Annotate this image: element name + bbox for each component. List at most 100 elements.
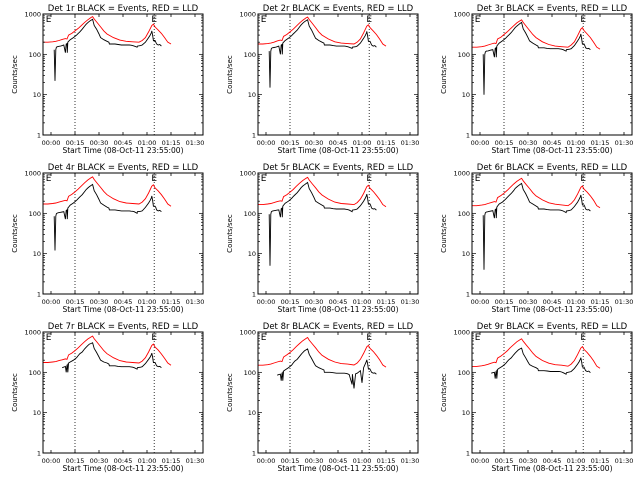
x-tick-label: 01:00 xyxy=(353,139,372,147)
y-axis-label: Counts/sec xyxy=(440,214,448,253)
y-tick-label: 10 xyxy=(248,250,256,258)
x-tick-label: 00:15 xyxy=(66,457,85,465)
y-tick-label: 100 xyxy=(29,210,41,218)
x-tick-label: 00:00 xyxy=(257,139,276,147)
event-marker-1: E xyxy=(475,333,481,343)
x-tick-label: 00:45 xyxy=(543,139,562,147)
x-tick-label: 01:15 xyxy=(162,298,181,306)
event-marker-1: E xyxy=(261,15,267,25)
lld-series-line xyxy=(43,16,172,45)
plot-frame xyxy=(42,331,204,454)
x-axis-label: Start Time (08-Oct-11 23:55:00) xyxy=(62,464,183,473)
y-tick-label: 10 xyxy=(33,91,41,99)
x-axis-label: Start Time (08-Oct-11 23:55:00) xyxy=(277,305,398,314)
x-tick-label: 01:30 xyxy=(186,298,205,306)
chart-title: Det 7r BLACK = Events, RED = LLD xyxy=(48,322,199,332)
x-tick-label: 00:45 xyxy=(329,139,348,147)
y-tick-label: 100 xyxy=(244,210,256,218)
x-tick-label: 00:30 xyxy=(305,139,324,147)
x-axis-label: Start Time (08-Oct-11 23:55:00) xyxy=(491,464,612,473)
chart-panel-det-9: 00:00 00:15 00:30 00:45 01:00 01:15 01:30 1 10 10… xyxy=(440,322,633,473)
y-axis-label: Counts/sec xyxy=(440,55,448,94)
events-series-line xyxy=(482,21,591,95)
y-tick-label: 10 xyxy=(248,91,256,99)
y-tick-label: 1 xyxy=(252,291,256,299)
x-tick-label: 00:45 xyxy=(329,298,348,306)
y-tick-label: 1 xyxy=(252,450,256,458)
x-tick-label: 01:30 xyxy=(615,298,634,306)
x-tick-label: 01:00 xyxy=(567,298,586,306)
chart-title: Det 1r BLACK = Events, RED = LLD xyxy=(48,4,199,14)
x-tick-label: 00:00 xyxy=(42,298,61,306)
lld-series-line xyxy=(258,336,387,368)
chart-title: Det 3r BLACK = Events, RED = LLD xyxy=(477,4,628,14)
y-tick-label: 1 xyxy=(252,132,256,140)
x-axis-label: Start Time (08-Oct-11 23:55:00) xyxy=(277,464,398,473)
y-axis-label: Counts/sec xyxy=(440,373,448,412)
x-tick-label: 01:15 xyxy=(377,457,396,465)
x-tick-label: 01:30 xyxy=(186,139,205,147)
x-tick-label: 01:30 xyxy=(615,139,634,147)
events-series-line xyxy=(268,181,377,266)
x-tick-label: 00:30 xyxy=(90,457,109,465)
chart-panel-det-3: 00:00 00:15 00:30 00:45 01:00 01:15 01:30 1 10 10… xyxy=(440,4,633,155)
plot-frame xyxy=(257,13,419,136)
y-tick-label: 10 xyxy=(33,250,41,258)
lld-series-line xyxy=(258,16,387,47)
plot-frame xyxy=(42,13,204,136)
x-tick-label: 00:30 xyxy=(90,139,109,147)
events-series-line xyxy=(62,342,162,373)
event-marker-2: E xyxy=(151,333,157,343)
chart-panel-det-2: 00:00 00:15 00:30 00:45 01:00 01:15 01:30 1 10 10… xyxy=(226,4,419,155)
y-tick-label: 100 xyxy=(458,51,470,59)
events-series-line xyxy=(277,348,377,389)
x-tick-label: 00:45 xyxy=(114,139,133,147)
lld-series-line xyxy=(258,176,387,208)
x-tick-label: 00:15 xyxy=(495,298,514,306)
event-marker-1: E xyxy=(475,174,481,184)
x-tick-label: 00:00 xyxy=(257,457,276,465)
y-tick-label: 100 xyxy=(458,210,470,218)
x-tick-label: 00:00 xyxy=(257,298,276,306)
x-tick-label: 00:45 xyxy=(114,457,133,465)
y-tick-label: 1 xyxy=(37,132,41,140)
x-tick-label: 01:30 xyxy=(401,139,420,147)
y-tick-label: 100 xyxy=(244,369,256,377)
x-tick-label: 00:30 xyxy=(305,457,324,465)
x-tick-label: 01:15 xyxy=(377,298,396,306)
x-tick-label: 01:30 xyxy=(615,457,634,465)
y-axis-label: Counts/sec xyxy=(226,214,234,253)
y-axis-label: Counts/sec xyxy=(11,55,19,94)
events-series-line xyxy=(491,347,591,379)
x-tick-label: 00:00 xyxy=(471,457,490,465)
chart-panel-det-8: 00:00 00:15 00:30 00:45 01:00 01:15 01:30 1 10 10… xyxy=(226,322,419,473)
x-tick-label: 01:15 xyxy=(162,139,181,147)
x-tick-label: 00:30 xyxy=(519,298,538,306)
events-series-line xyxy=(482,182,591,270)
y-tick-label: 1000 xyxy=(453,170,470,178)
y-tick-label: 1000 xyxy=(453,329,470,337)
x-tick-label: 01:30 xyxy=(186,457,205,465)
plot-frame xyxy=(257,331,419,454)
y-axis-label: Counts/sec xyxy=(11,214,19,253)
chart-title: Det 4r BLACK = Events, RED = LLD xyxy=(48,163,199,173)
x-tick-label: 00:30 xyxy=(90,298,109,306)
event-marker-1: E xyxy=(261,174,267,184)
y-axis-label: Counts/sec xyxy=(11,373,19,412)
chart-title: Det 2r BLACK = Events, RED = LLD xyxy=(263,4,414,14)
y-axis-label: Counts/sec xyxy=(226,373,234,412)
x-axis-label: Start Time (08-Oct-11 23:55:00) xyxy=(491,146,612,155)
x-tick-label: 00:15 xyxy=(66,298,85,306)
x-tick-label: 00:00 xyxy=(42,457,61,465)
x-tick-label: 00:15 xyxy=(281,457,300,465)
x-tick-label: 00:30 xyxy=(519,457,538,465)
plot-frame xyxy=(471,172,633,295)
y-tick-label: 10 xyxy=(248,409,256,417)
x-tick-label: 00:45 xyxy=(543,457,562,465)
y-tick-label: 10 xyxy=(462,409,470,417)
y-tick-label: 1000 xyxy=(24,329,41,337)
x-tick-label: 00:15 xyxy=(66,139,85,147)
plot-frame xyxy=(471,331,633,454)
